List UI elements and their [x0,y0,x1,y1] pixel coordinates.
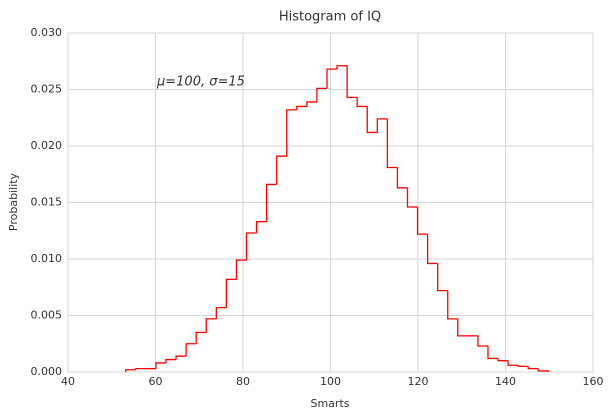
histogram-step [447,290,458,320]
histogram-step [265,183,277,222]
histogram-step [497,358,509,362]
grid: 0.000 0.005 0.010 0.015 0.020 0.025 0.030 40 60 8… [31,26,604,388]
x-tick-label: 120 [408,375,429,388]
histogram-step [336,65,348,70]
histogram-step [507,360,519,366]
histogram-step [356,97,368,108]
y-tick-label: 0.025 [31,83,63,96]
y-tick-label: 0.010 [31,252,63,265]
x-tick-label: 100 [320,375,341,388]
histogram-step [457,318,468,337]
histogram-step [225,278,237,308]
histogram-step [195,331,207,344]
x-tick-label: 80 [236,375,250,388]
histogram-step [255,221,267,234]
x-axis-label: Smarts [310,397,349,410]
histogram-step [316,87,327,102]
histogram-step [155,362,166,369]
histogram-step [326,68,338,89]
x-tick-label: 140 [495,375,516,388]
x-tick-label: 40 [61,375,75,388]
histogram-step [276,155,287,185]
y-tick-label: 0.030 [31,26,63,39]
histogram-step [406,187,418,208]
histogram-step [416,207,428,235]
histogram-step [205,318,217,333]
histogram-step [215,306,227,319]
y-tick-label: 0.000 [31,365,63,378]
x-tick-label: 160 [583,375,604,388]
histogram-step [376,118,388,133]
histogram-step [537,368,550,372]
histogram-step [306,101,317,107]
histogram-step [185,343,197,357]
histogram-step [477,335,488,347]
histogram-step [386,118,398,169]
marks [125,65,550,372]
histogram-step [286,109,297,157]
y-tick-label: 0.015 [31,196,63,209]
y-tick-label: 0.005 [31,309,63,322]
histogram-step [517,365,529,367]
histogram-step [175,355,187,360]
y-tick-label: 0.020 [31,139,63,152]
histogram-step [426,234,438,265]
histogram-step [245,232,257,261]
annotation: μ=100, σ=15 [156,75,245,90]
histogram-step [487,346,499,360]
histogram-step [296,105,307,110]
histogram-step [135,367,146,370]
histogram-step [396,167,408,189]
histogram-step [165,358,177,363]
chart-title: Histogram of IQ [279,10,381,25]
histogram-step [346,65,358,99]
histogram-step [235,259,247,280]
x-tick-label: 60 [149,375,163,388]
y-axis-label: Probability [7,172,20,231]
histogram-step [527,366,539,370]
histogram-step [437,263,448,292]
histogram-step [366,106,378,134]
histogram-step [125,369,136,372]
